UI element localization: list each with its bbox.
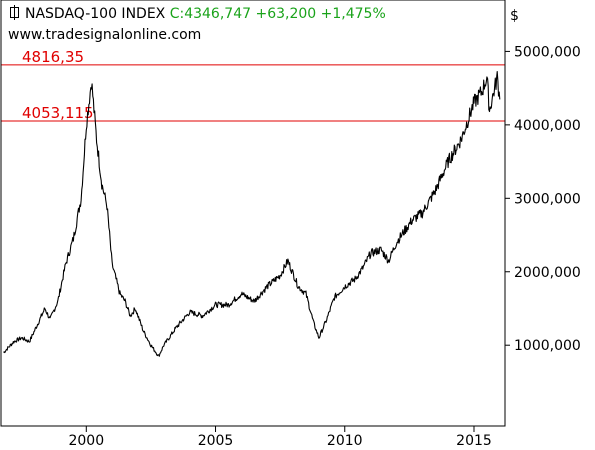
x-tick-label: 2015: [456, 433, 492, 449]
y-unit-label: $: [510, 8, 519, 24]
y-tick-label: 4000,000: [514, 118, 581, 134]
y-tick-label: 2000,000: [514, 265, 581, 281]
candle-icon: [10, 5, 19, 20]
x-tick-label: 2010: [327, 433, 363, 449]
y-tick-label: 5000,000: [514, 44, 581, 60]
x-tick-label: 2005: [198, 433, 234, 449]
y-tick-label: 3000,000: [514, 191, 581, 207]
axes: 1000,000 2000,000 3000,000 4000,000 5000,000…: [68, 8, 580, 449]
chart-header: NASDAQ-100 INDEX C:4346,747 +63,200 +1,4…: [10, 5, 386, 22]
reference-lines: 4816,35 4053,115: [1, 48, 505, 122]
x-tick-label: 2000: [68, 433, 104, 449]
price-line: [3, 70, 501, 357]
quote-change: C:4346,747 +63,200 +1,475%: [169, 6, 386, 22]
plot-frame: [0, 0, 506, 427]
price-series: [3, 70, 501, 357]
y-tick-label: 1000,000: [514, 338, 581, 354]
source-url: www.tradesignalonline.com: [8, 27, 202, 43]
reference-label: 4053,115: [22, 104, 94, 122]
reference-label: 4816,35: [22, 48, 84, 66]
symbol-label: NASDAQ-100 INDEX: [25, 6, 166, 22]
